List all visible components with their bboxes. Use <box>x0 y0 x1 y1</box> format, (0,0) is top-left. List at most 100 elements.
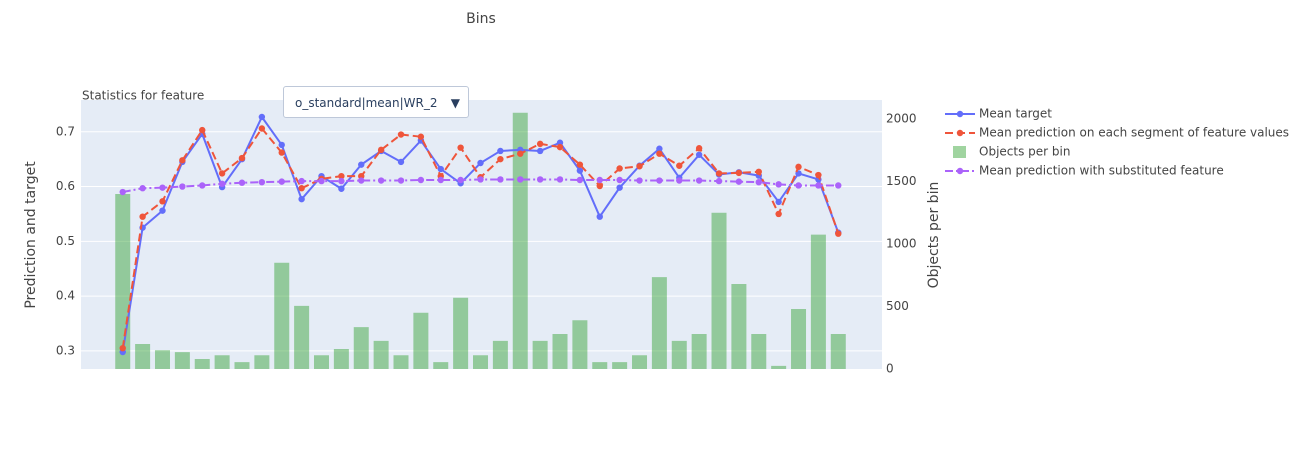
bar <box>373 340 389 369</box>
bar <box>353 327 369 369</box>
point <box>139 213 146 220</box>
bar <box>592 362 608 369</box>
bar <box>234 362 250 369</box>
point <box>536 140 544 148</box>
bar <box>791 309 807 369</box>
bar <box>214 355 230 369</box>
point <box>556 139 564 146</box>
point <box>815 171 822 179</box>
bar <box>254 355 270 369</box>
point <box>258 113 266 121</box>
point <box>715 177 723 185</box>
bar <box>154 350 170 369</box>
point <box>278 149 285 156</box>
point <box>397 158 405 166</box>
point <box>199 182 206 189</box>
bar <box>810 234 826 369</box>
point <box>536 176 544 183</box>
y2-tick-label: 1000 <box>886 237 917 251</box>
y-tick-label: 0.3 <box>56 343 75 357</box>
bar <box>731 284 747 369</box>
point <box>676 162 683 169</box>
bar <box>651 277 667 369</box>
chart-title: Bins <box>466 11 496 27</box>
point <box>358 161 365 168</box>
bar <box>433 362 449 369</box>
point <box>397 177 405 184</box>
point <box>377 177 385 184</box>
point <box>695 177 703 184</box>
point <box>616 165 623 172</box>
point <box>318 177 325 185</box>
point <box>636 163 643 170</box>
y-tick-label: 0.4 <box>56 289 75 303</box>
bar <box>771 365 787 369</box>
legend-marker <box>956 167 964 175</box>
point <box>258 125 266 132</box>
point <box>775 210 782 218</box>
point <box>556 176 564 183</box>
point <box>159 207 166 214</box>
bar <box>393 355 409 369</box>
point <box>278 178 285 185</box>
point <box>695 145 703 152</box>
y-tick-label: 0.5 <box>56 234 75 248</box>
legend-label: Mean target <box>979 107 1052 121</box>
legend-swatch <box>953 146 966 158</box>
point <box>159 198 166 205</box>
point <box>377 146 385 154</box>
point <box>199 126 206 134</box>
dropdown-label: o_standard|mean|WR_2 <box>295 96 438 110</box>
bar <box>632 355 648 369</box>
bar <box>413 312 429 369</box>
bar <box>135 344 151 369</box>
point <box>775 198 782 206</box>
legend-label: Objects per bin <box>979 145 1070 159</box>
bar <box>830 334 846 369</box>
point <box>159 184 166 191</box>
point <box>437 176 444 184</box>
point <box>437 165 444 173</box>
point <box>695 151 703 158</box>
point <box>576 176 584 184</box>
point <box>457 176 464 184</box>
bar <box>572 320 588 369</box>
point <box>278 141 285 149</box>
point <box>497 176 504 183</box>
legend-label: Mean prediction on each segment of featu… <box>979 126 1289 140</box>
bar <box>671 340 687 369</box>
point <box>656 150 663 157</box>
point <box>397 131 405 138</box>
point <box>795 163 802 171</box>
bar <box>552 334 568 369</box>
plot-background <box>81 100 882 369</box>
point <box>238 154 246 162</box>
point <box>497 147 504 155</box>
point <box>179 183 186 190</box>
y2-tick-label: 500 <box>886 299 909 313</box>
bar <box>174 352 190 369</box>
y2-tick-label: 1500 <box>886 174 917 188</box>
point <box>358 172 365 180</box>
bar <box>691 334 707 369</box>
point <box>517 176 524 183</box>
point <box>775 181 782 188</box>
point <box>517 150 524 157</box>
dropdown[interactable]: o_standard|mean|WR_2 ▼ <box>283 86 469 118</box>
bar <box>751 334 767 369</box>
point <box>258 178 266 186</box>
point <box>298 185 305 192</box>
point <box>735 169 743 177</box>
point <box>576 167 584 174</box>
bar <box>453 297 469 369</box>
point <box>616 184 623 191</box>
y-axis-title: Prediction and target <box>23 161 39 309</box>
point <box>338 177 345 185</box>
point <box>676 177 683 184</box>
point <box>417 176 425 184</box>
point <box>596 182 603 190</box>
point <box>119 188 126 196</box>
point <box>815 182 822 189</box>
point <box>596 176 603 184</box>
